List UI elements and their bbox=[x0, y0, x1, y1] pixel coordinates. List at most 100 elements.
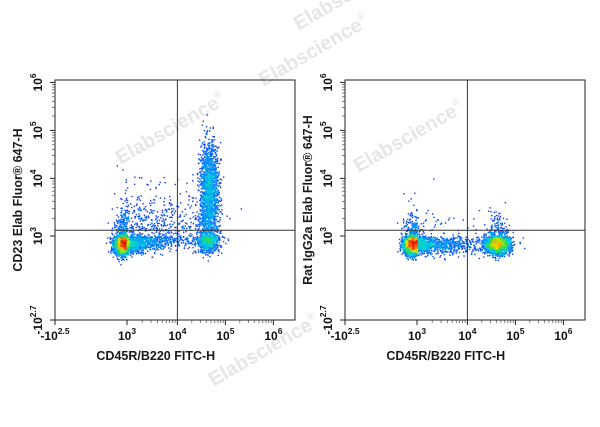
event-point bbox=[210, 173, 213, 175]
event-point bbox=[211, 170, 213, 172]
event-point bbox=[207, 158, 209, 161]
event-point bbox=[203, 252, 205, 254]
event-point bbox=[205, 250, 208, 252]
event-point bbox=[200, 194, 203, 197]
event-point bbox=[126, 227, 129, 230]
event-point bbox=[154, 249, 157, 251]
event-point bbox=[137, 244, 139, 246]
event-point bbox=[200, 202, 202, 204]
event-point bbox=[209, 201, 211, 204]
event-point bbox=[209, 213, 211, 216]
event-point bbox=[211, 150, 213, 152]
event-point bbox=[208, 245, 210, 247]
event-point bbox=[209, 248, 211, 250]
event-point bbox=[204, 219, 207, 221]
event-point bbox=[121, 239, 123, 241]
event-point bbox=[214, 243, 216, 246]
event-point bbox=[117, 258, 119, 260]
event-point bbox=[203, 188, 205, 190]
event-point bbox=[206, 239, 208, 241]
event-point bbox=[217, 213, 219, 215]
event-point bbox=[117, 251, 119, 254]
event-point bbox=[207, 204, 209, 206]
event-point bbox=[209, 215, 211, 217]
event-point bbox=[212, 191, 214, 194]
event-point bbox=[208, 186, 210, 188]
event-point bbox=[202, 198, 205, 200]
event-point bbox=[207, 184, 209, 187]
event-point bbox=[136, 248, 138, 250]
event-point bbox=[132, 249, 134, 251]
event-point bbox=[131, 231, 133, 233]
event-point bbox=[138, 235, 140, 237]
event-point bbox=[213, 239, 216, 241]
event-point bbox=[205, 166, 207, 169]
event-point bbox=[209, 209, 212, 212]
event-point bbox=[203, 219, 205, 221]
event-point bbox=[215, 155, 217, 158]
event-point bbox=[218, 174, 220, 176]
event-point bbox=[212, 240, 214, 242]
event-point bbox=[215, 146, 218, 148]
event-point bbox=[197, 216, 199, 218]
event-point bbox=[122, 220, 124, 223]
event-point bbox=[202, 213, 204, 216]
event-point bbox=[216, 220, 218, 222]
event-point bbox=[116, 244, 118, 246]
event-point bbox=[211, 152, 213, 155]
event-point bbox=[201, 234, 204, 236]
event-point bbox=[200, 175, 202, 177]
event-point bbox=[206, 133, 208, 135]
event-point bbox=[199, 184, 201, 186]
event-point bbox=[196, 235, 198, 238]
event-point bbox=[137, 250, 139, 252]
event-point bbox=[122, 216, 124, 218]
event-point bbox=[142, 240, 144, 242]
event-point bbox=[215, 199, 217, 202]
event-point bbox=[208, 181, 210, 184]
event-point bbox=[199, 240, 201, 242]
event-point bbox=[203, 151, 205, 153]
event-point bbox=[204, 163, 206, 165]
event-point bbox=[131, 231, 134, 234]
event-point bbox=[208, 161, 211, 163]
event-point bbox=[128, 242, 130, 245]
event-point bbox=[161, 248, 163, 251]
event-point bbox=[219, 224, 221, 227]
event-point bbox=[208, 217, 210, 219]
event-point bbox=[206, 189, 208, 191]
event-point bbox=[116, 224, 118, 227]
event-point bbox=[213, 185, 215, 188]
event-point bbox=[217, 157, 219, 160]
event-point bbox=[205, 252, 207, 254]
event-point bbox=[113, 236, 116, 238]
event-point bbox=[203, 184, 206, 186]
event-point bbox=[211, 185, 213, 187]
event-point bbox=[127, 206, 129, 208]
event-point bbox=[111, 232, 113, 234]
event-point bbox=[212, 148, 214, 150]
event-point bbox=[207, 208, 209, 210]
event-point bbox=[215, 222, 217, 224]
event-point bbox=[120, 235, 122, 237]
event-point bbox=[211, 211, 214, 213]
event-point bbox=[201, 246, 203, 249]
event-point bbox=[198, 239, 200, 241]
event-point bbox=[208, 173, 211, 175]
event-point bbox=[216, 179, 219, 181]
event-point bbox=[210, 233, 212, 235]
event-point bbox=[151, 245, 153, 247]
event-point bbox=[134, 233, 136, 235]
event-point bbox=[212, 234, 215, 236]
event-point bbox=[212, 140, 214, 143]
event-point bbox=[211, 168, 213, 170]
event-point bbox=[208, 153, 211, 156]
event-point bbox=[206, 149, 208, 151]
event-point bbox=[203, 159, 205, 161]
event-point bbox=[216, 195, 218, 197]
event-point bbox=[197, 249, 200, 251]
event-point bbox=[107, 237, 109, 239]
event-point bbox=[214, 235, 216, 237]
event-point bbox=[208, 175, 210, 177]
event-point bbox=[214, 236, 216, 238]
